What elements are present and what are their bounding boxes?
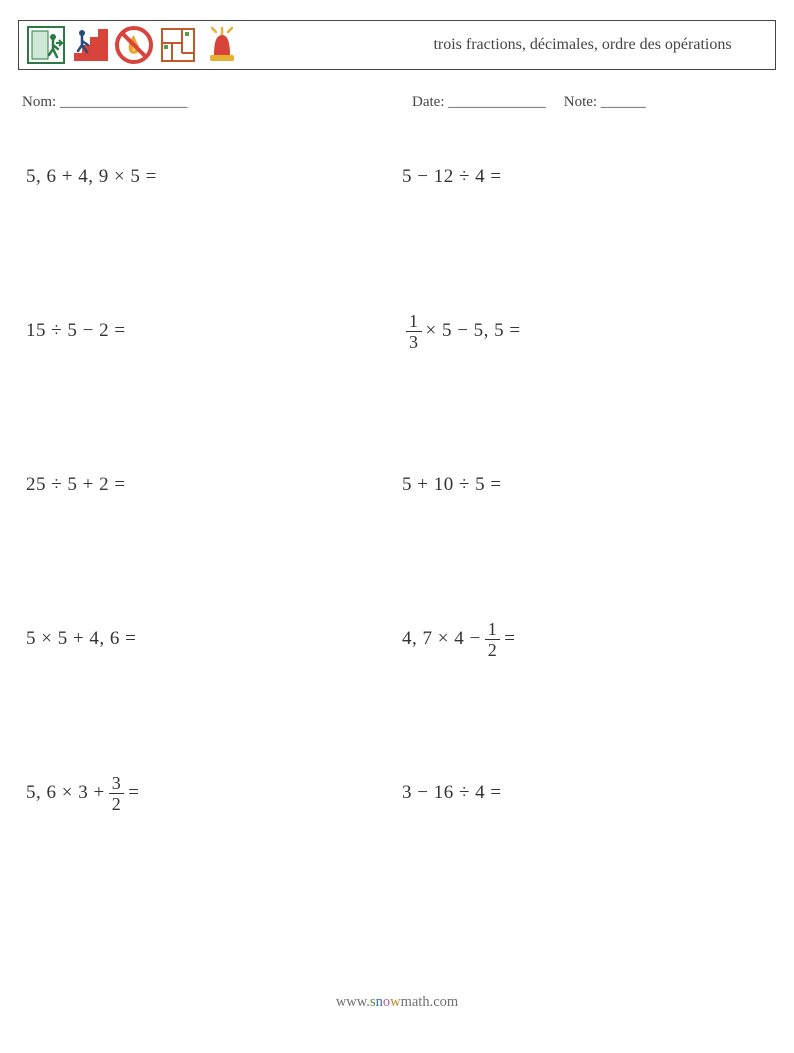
problems-grid: 5, 6 + 4, 9 × 5 = 5 − 12 ÷ 4 = 15 ÷ 5 − …: [18, 155, 776, 815]
name-field: Nom: _________________: [22, 94, 382, 111]
problem-2: 5 − 12 ÷ 4 =: [402, 155, 768, 199]
problem-text: 5, 6 × 3 +: [26, 782, 105, 804]
problem-10: 3 − 16 ÷ 4 =: [402, 771, 768, 815]
problem-text: 4, 7 × 4 −: [402, 628, 481, 650]
problem-8: 4, 7 × 4 − 1 2 =: [402, 617, 768, 661]
header-icons: [19, 21, 390, 69]
problem-text: 15 ÷ 5 − 2 =: [26, 320, 126, 342]
footer-rest: math.com: [401, 994, 459, 1010]
problem-text: 5 + 10 ÷ 5 =: [402, 474, 502, 496]
footer-letter: w: [390, 994, 400, 1010]
problem-text: =: [128, 782, 139, 804]
no-fire-icon: [113, 24, 155, 66]
problem-text: 5 − 12 ÷ 4 =: [402, 166, 502, 188]
meta-row: Nom: _________________ Date: ___________…: [18, 94, 776, 111]
fraction: 3 2: [109, 774, 125, 813]
alarm-icon: [201, 24, 243, 66]
problem-3: 15 ÷ 5 − 2 =: [26, 309, 392, 353]
problem-text: 25 ÷ 5 + 2 =: [26, 474, 126, 496]
footer-prefix: www.: [336, 994, 370, 1010]
fraction-numerator: 1: [406, 312, 422, 331]
problem-text: =: [504, 628, 515, 650]
fraction-denominator: 3: [406, 331, 422, 351]
fraction: 1 2: [485, 620, 501, 659]
footer-letter: n: [376, 994, 383, 1010]
problem-4: 1 3 × 5 − 5, 5 =: [402, 309, 768, 353]
footer-url: www.snowmath.com: [0, 994, 794, 1011]
floorplan-icon: [157, 24, 199, 66]
note-field: Note: ______: [564, 94, 646, 111]
problem-5: 25 ÷ 5 + 2 =: [26, 463, 392, 507]
problem-6: 5 + 10 ÷ 5 =: [402, 463, 768, 507]
fraction: 1 3: [406, 312, 422, 351]
problem-9: 5, 6 × 3 + 3 2 =: [26, 771, 392, 815]
footer-letter: o: [383, 994, 390, 1010]
fraction-numerator: 3: [109, 774, 125, 793]
problem-text: 3 − 16 ÷ 4 =: [402, 782, 502, 804]
worksheet-page: trois fractions, décimales, ordre des op…: [0, 0, 794, 1053]
problem-text: × 5 − 5, 5 =: [426, 320, 521, 342]
worksheet-title: trois fractions, décimales, ordre des op…: [390, 21, 775, 69]
problem-text: 5, 6 + 4, 9 × 5 =: [26, 166, 157, 188]
problem-1: 5, 6 + 4, 9 × 5 =: [26, 155, 392, 199]
fraction-numerator: 1: [485, 620, 501, 639]
header-box: trois fractions, décimales, ordre des op…: [18, 20, 776, 70]
problem-7: 5 × 5 + 4, 6 =: [26, 617, 392, 661]
problem-text: 5 × 5 + 4, 6 =: [26, 628, 136, 650]
fraction-denominator: 2: [109, 793, 125, 813]
exit-door-icon: [25, 24, 67, 66]
fraction-denominator: 2: [485, 639, 501, 659]
date-field: Date: _____________: [412, 94, 546, 111]
stairs-icon: [69, 24, 111, 66]
